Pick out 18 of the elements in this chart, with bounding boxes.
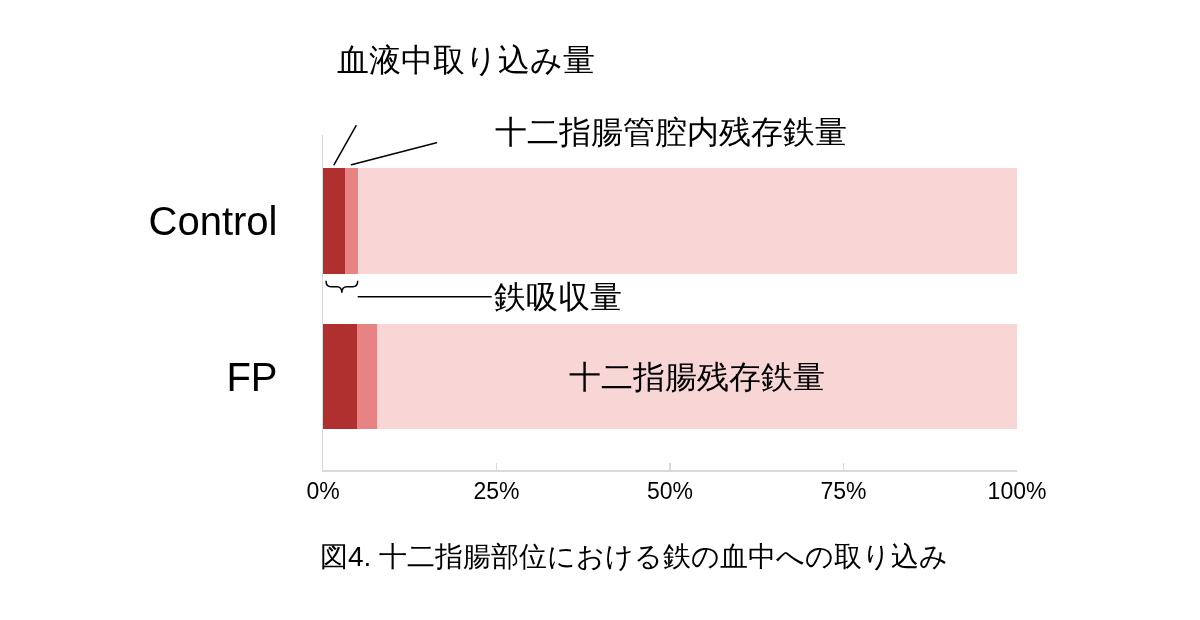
- bar: [345, 167, 358, 274]
- y-tick-label: Control: [148, 198, 278, 243]
- x-tick-label: 100%: [987, 478, 1047, 505]
- annotation: 鉄吸収量: [494, 279, 622, 315]
- bar: [357, 323, 378, 430]
- y-tick-label: FP: [226, 354, 278, 399]
- annotation: 十二指腸管腔内残存鉄量: [495, 114, 847, 150]
- x-tick-label: 0%: [306, 478, 340, 505]
- caption: 図4. 十二指腸部位における鉄の血中への取り込み: [320, 541, 949, 572]
- bar: [323, 167, 346, 274]
- x-tick-label: 50%: [646, 478, 694, 505]
- text: 血液中取り込み量: [337, 42, 595, 78]
- bar: [357, 167, 1017, 274]
- bar: [323, 323, 358, 430]
- x-tick-label: 75%: [820, 478, 867, 505]
- annotation: 十二指腸残存鉄量: [569, 359, 825, 395]
- x-tick-label: 25%: [473, 478, 520, 505]
- bar: [377, 323, 1017, 430]
